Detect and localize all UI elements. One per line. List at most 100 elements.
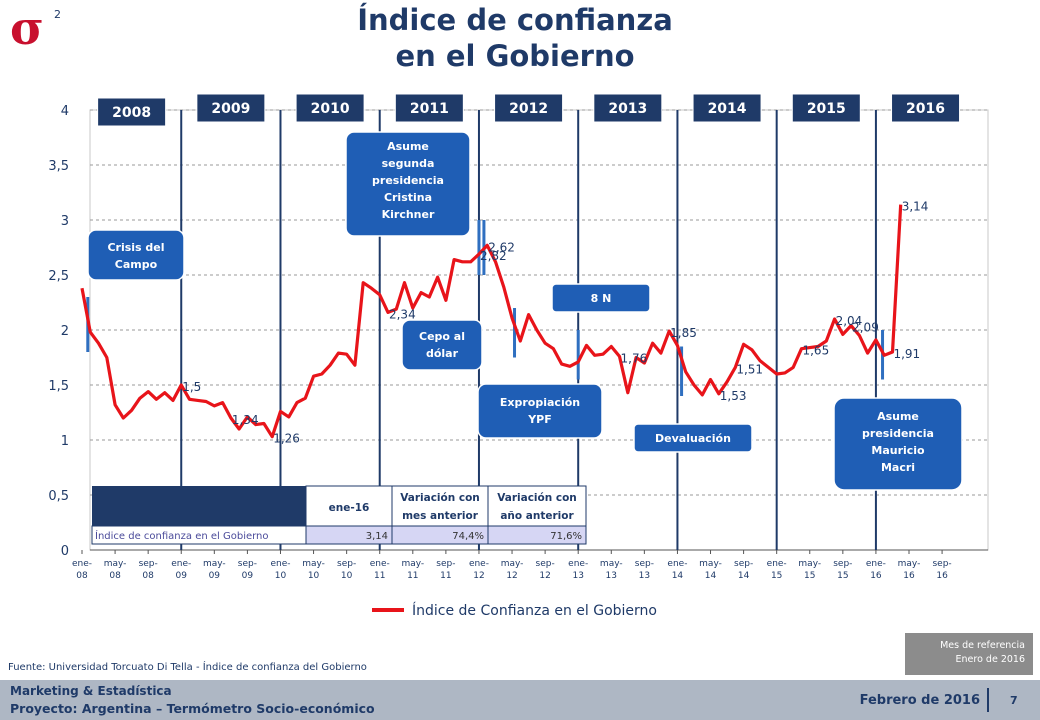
x-tick-label: 13 — [639, 571, 650, 581]
callout-text: dólar — [426, 347, 459, 360]
table-value-current: 3,14 — [366, 531, 388, 542]
series-line — [80, 204, 903, 439]
x-tick-label: 15 — [837, 571, 848, 581]
footer-bar: Marketing & Estadística Proyecto: Argent… — [0, 680, 1040, 720]
callout-text: Macri — [881, 461, 915, 474]
callout-text: Campo — [115, 258, 158, 271]
y-tick-label: 3 — [61, 214, 69, 229]
x-tick-label: may- — [600, 559, 623, 569]
x-tick-label: may- — [203, 559, 226, 569]
callout-text: Asume — [877, 410, 919, 423]
year-label: 2009 — [211, 101, 250, 117]
callout-text: Cristina — [384, 191, 432, 204]
x-tick-label: ene- — [370, 559, 390, 569]
x-tick-label: ene- — [667, 559, 687, 569]
x-tick-label: may- — [699, 559, 722, 569]
year-label: 2016 — [906, 101, 945, 117]
year-label: 2013 — [608, 101, 647, 117]
logo-superscript: 2 — [54, 8, 61, 21]
x-tick-label: 11 — [407, 571, 418, 581]
page-title: Índice de confianza en el Gobierno — [280, 2, 750, 74]
year-separators: 2008 2009 2010 2011 2012 2013 2014 2015 2016 — [97, 93, 961, 550]
x-tick-label: sep- — [238, 559, 257, 569]
confidence-chart: 2008 2009 2010 2011 2012 2013 2014 2015 2016 0 0,… — [48, 93, 989, 619]
x-tick-label: 14 — [738, 571, 750, 581]
callout-text: Mauricio — [871, 444, 925, 457]
callout-cepo-dolar: Cepo al dólar — [401, 319, 483, 371]
data-label: 2,34 — [389, 307, 416, 321]
table-header-cell — [487, 485, 587, 527]
year-box — [97, 97, 167, 127]
callout-text: presidencia — [372, 174, 444, 187]
x-tick-label: 10 — [341, 571, 353, 581]
y-axis: 0 0,5 1 1,5 2 2,5 3 3,5 4 — [48, 104, 69, 559]
callout-8n: 8 N — [551, 283, 651, 313]
title-line-2: en el Gobierno — [395, 39, 635, 73]
x-tick-label: may- — [798, 559, 821, 569]
x-tick-label: may- — [104, 559, 127, 569]
x-tick-label: 14 — [672, 571, 684, 581]
legend-label: Índice de Confianza en el Gobierno — [412, 602, 657, 619]
x-tick-label: 15 — [771, 571, 782, 581]
y-tick-label: 4 — [61, 104, 69, 119]
x-tick-label: may- — [401, 559, 424, 569]
x-tick-label: 12 — [539, 571, 550, 581]
x-tick-label: sep- — [436, 559, 455, 569]
data-label: 1,91 — [893, 347, 920, 361]
x-tick-label: sep- — [635, 559, 654, 569]
x-tick-label: may- — [302, 559, 325, 569]
year-label: 2014 — [708, 101, 747, 117]
callout-text: YPF — [527, 413, 552, 426]
series-line-path — [80, 204, 903, 439]
callout-text: Expropiación — [500, 396, 580, 409]
table-header-date: ene-16 — [329, 502, 370, 514]
x-tick-label: 10 — [308, 571, 320, 581]
x-tick-label: 14 — [705, 571, 717, 581]
data-label: 1,76 — [621, 351, 648, 365]
callout-mauricio-macri: Asume presidencia Mauricio Macri — [833, 397, 963, 491]
footer-project: Proyecto: Argentina – Termómetro Socio-e… — [10, 701, 375, 716]
table-header-year-l2: año anterior — [500, 510, 574, 522]
x-tick-label: 12 — [506, 571, 517, 581]
title-line-1: Índice de confianza — [357, 3, 673, 37]
x-tick-label: 09 — [209, 571, 221, 581]
x-tick-label: may- — [898, 559, 921, 569]
y-tick-label: 2 — [61, 324, 69, 339]
footer-divider — [987, 688, 989, 712]
x-axis: ene- 08 may- 08 sep- 08 ene- 09 may- 09 sep- 09 ene-… — [72, 550, 952, 581]
data-label: 1,53 — [720, 389, 747, 403]
page-number: 7 — [1010, 694, 1018, 707]
table-value-year: 71,6% — [550, 531, 582, 542]
y-tick-label: 1,5 — [48, 379, 69, 394]
x-tick-label: may- — [501, 559, 524, 569]
svg-text:σ: σ — [10, 2, 44, 50]
x-tick-label: ene- — [568, 559, 588, 569]
callout-devaluacion: Devaluación — [633, 423, 753, 453]
callout-text: Devaluación — [655, 432, 731, 445]
table-header-cell — [391, 485, 489, 527]
x-tick-label: ene- — [270, 559, 290, 569]
data-label: 2,04 — [836, 314, 863, 328]
x-tick-label: 13 — [606, 571, 617, 581]
x-tick-label: sep- — [337, 559, 356, 569]
x-tick-label: 09 — [176, 571, 188, 581]
reference-line-2: Enero de 2016 — [955, 654, 1025, 665]
year-box — [891, 93, 961, 123]
x-tick-label: 08 — [76, 571, 88, 581]
x-tick-label: 16 — [903, 571, 915, 581]
x-tick-label: ene- — [866, 559, 886, 569]
y-tick-label: 3,5 — [48, 159, 69, 174]
table-value-month: 74,4% — [452, 531, 484, 542]
x-tick-label: 09 — [242, 571, 254, 581]
x-tick-label: sep- — [139, 559, 158, 569]
x-tick-label: 13 — [572, 571, 583, 581]
x-tick-label: ene- — [171, 559, 191, 569]
y-tick-label: 1 — [61, 434, 69, 449]
x-tick-label: 11 — [374, 571, 385, 581]
year-label: 2010 — [311, 101, 350, 117]
x-tick-label: sep- — [833, 559, 852, 569]
callout-cristina-kirchner: Asume segunda presidencia Cristina Kirch… — [345, 131, 471, 237]
x-tick-label: 15 — [804, 571, 815, 581]
callout-text: segunda — [382, 157, 435, 170]
x-tick-label: 16 — [936, 571, 948, 581]
